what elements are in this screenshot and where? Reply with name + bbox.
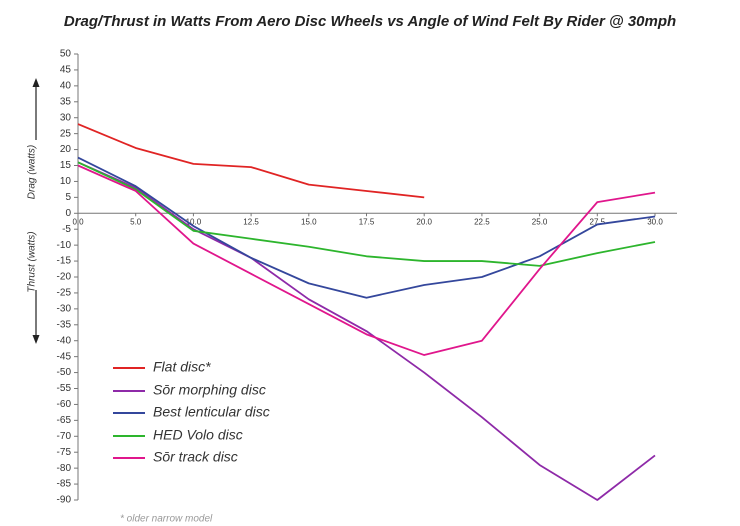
y-tick-label: 0 — [65, 208, 71, 219]
y-tick-label: -70 — [57, 431, 72, 442]
y-tick-label: -85 — [57, 479, 72, 490]
x-tick-label: 0.0 — [72, 217, 84, 226]
y-tick-label: -45 — [57, 351, 72, 362]
y-tick-label: 45 — [60, 65, 72, 76]
series-line — [77, 123, 425, 199]
y-tick-label: -30 — [57, 303, 72, 314]
y-tick-label: -75 — [57, 447, 72, 458]
y-tick-label: 50 — [60, 49, 72, 60]
y-label-top: Drag (watts) — [27, 145, 38, 199]
y-tick-label: -40 — [57, 335, 72, 346]
series-line — [77, 156, 656, 299]
legend-label: Flat disc* — [153, 359, 211, 375]
y-tick-label: -35 — [57, 319, 72, 330]
y-tick-label: -60 — [57, 399, 72, 410]
y-tick-label: 10 — [60, 176, 72, 187]
arrow-up-head — [32, 78, 40, 87]
y-tick-label: -10 — [57, 240, 72, 251]
x-tick-label: 30.0 — [647, 217, 663, 226]
y-tick-label: 20 — [60, 144, 72, 155]
x-tick-label: 20.0 — [416, 217, 432, 226]
chart-title: Drag/Thrust in Watts From Aero Disc Whee… — [64, 13, 676, 30]
series-line — [77, 164, 656, 356]
x-tick-label: 10.0 — [186, 217, 202, 226]
x-tick-label: 12.5 — [243, 217, 259, 226]
y-tick-label: -90 — [57, 495, 72, 506]
legend-label: Sōr track disc — [153, 449, 238, 465]
legend-label: HED Volo disc — [153, 427, 243, 443]
y-tick-label: -50 — [57, 367, 72, 378]
x-tick-label: 25.0 — [532, 217, 548, 226]
series-line — [77, 161, 656, 501]
y-tick-label: 40 — [60, 80, 72, 91]
y-tick-label: 25 — [60, 128, 72, 139]
y-tick-label: 15 — [60, 160, 72, 171]
legend-label: Sōr morphing disc — [153, 382, 266, 398]
legend-label: Best lenticular disc — [153, 404, 270, 420]
y-label-bottom: Thrust (watts) — [27, 231, 38, 292]
x-tick-label: 5.0 — [130, 217, 142, 226]
y-tick-label: -5 — [62, 224, 71, 235]
series-line — [77, 161, 656, 267]
y-tick-label: -55 — [57, 383, 72, 394]
footnote: * older narrow model — [120, 514, 213, 525]
x-tick-label: 22.5 — [474, 217, 490, 226]
x-tick-label: 17.5 — [359, 217, 375, 226]
y-tick-label: -65 — [57, 415, 72, 426]
y-tick-label: -80 — [57, 463, 72, 474]
y-tick-label: -15 — [57, 256, 72, 267]
y-tick-label: 5 — [65, 192, 71, 203]
y-tick-label: 30 — [60, 112, 72, 123]
y-tick-label: 35 — [60, 96, 72, 107]
arrow-down-head — [32, 335, 40, 344]
y-tick-label: -20 — [57, 272, 72, 283]
y-tick-label: -25 — [57, 288, 72, 299]
x-tick-label: 27.5 — [590, 217, 606, 226]
x-tick-label: 15.0 — [301, 217, 317, 226]
